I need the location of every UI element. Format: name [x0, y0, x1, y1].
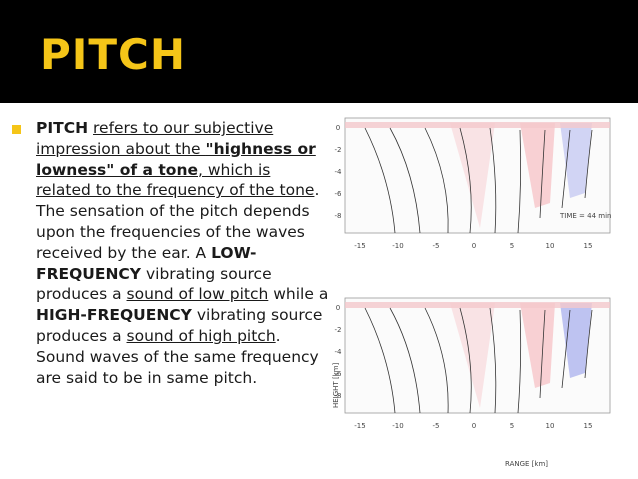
- paragraph-segment: LOW-FREQUENCY: [36, 243, 257, 283]
- wave-figure: TIME = 44 min -15 -10 -5 0 5 10 150-2-4-6-8-15…: [332, 117, 611, 468]
- paragraph-segment: vibrating source produces a: [36, 306, 323, 345]
- y-tick-label: -8: [335, 392, 342, 400]
- paragraph-segment: PITCH: [36, 119, 89, 137]
- slide-title: PITCH: [40, 30, 187, 79]
- x-tick-label: -5: [433, 422, 440, 430]
- y-tick-label: -8: [335, 212, 342, 220]
- x-tick-label: -15: [354, 242, 365, 250]
- paragraph-segment: . Sound waves of the same frequency are …: [36, 326, 319, 387]
- x-tick-label: 5: [510, 242, 514, 250]
- y-tick-label: 0: [336, 304, 340, 312]
- x-tick-label: 5: [510, 422, 514, 430]
- x-tick-label: -5: [433, 242, 440, 250]
- x-tick-label: -10: [392, 422, 403, 430]
- title-bar: PITCH: [0, 0, 638, 103]
- x-tick-label: 0: [472, 242, 476, 250]
- panel-top: TIME = 44 min: [344, 117, 611, 234]
- y-tick-label: -4: [335, 168, 343, 176]
- y-tick-label: 0: [336, 124, 340, 132]
- x-axis-label: RANGE [km]: [505, 460, 548, 468]
- x-tick-label: 0: [472, 422, 476, 430]
- y-axis-label: HEIGHT [km]: [332, 362, 340, 408]
- axis-ticks: -15 -10 -5 0 5 10 15 0 -2 -4 -6 -8 -15 -10 -5 0 5 10 15 0 -2…: [335, 124, 593, 430]
- paragraph-segment: refers to our subjective impression abou…: [36, 119, 274, 158]
- paragraph-segment: . The sensation of the pitch depends upo…: [36, 181, 320, 262]
- y-tick-label: -6: [335, 370, 343, 378]
- paragraph-segment: HIGH-FREQUENCY: [36, 306, 192, 325]
- time-label: TIME = 44 min: [559, 212, 611, 220]
- panel-bottom: [344, 297, 611, 414]
- x-tick-label: 10: [546, 242, 555, 250]
- paragraph-segment: vibrating source produces a: [36, 264, 272, 304]
- x-tick-label: 15: [584, 242, 593, 250]
- x-tick-label: -10: [392, 242, 403, 250]
- paragraph-segment: sound of high pitch: [126, 326, 276, 345]
- paragraph-segment: while a: [268, 285, 329, 304]
- x-tick-label: 10: [546, 422, 555, 430]
- bullet-square-icon: [12, 125, 21, 134]
- y-tick-label: -2: [335, 326, 342, 334]
- y-tick-label: -6: [335, 190, 343, 198]
- paragraph-segment: "highness or lowness" of a tone: [36, 139, 316, 179]
- x-tick-label: -15: [354, 422, 365, 430]
- y-tick-label: -2: [335, 146, 342, 154]
- bullet-paragraph: PITCH refers to our subjective impressio…: [12, 118, 330, 388]
- paragraph-segment: sound of low pitch: [126, 285, 269, 304]
- x-tick-label: 15: [584, 422, 593, 430]
- y-tick-label: -4: [335, 348, 343, 356]
- paragraph-segment: , which is related to the frequency of t…: [36, 160, 315, 200]
- paragraph-text: PITCH refers to our subjective impressio…: [36, 118, 330, 388]
